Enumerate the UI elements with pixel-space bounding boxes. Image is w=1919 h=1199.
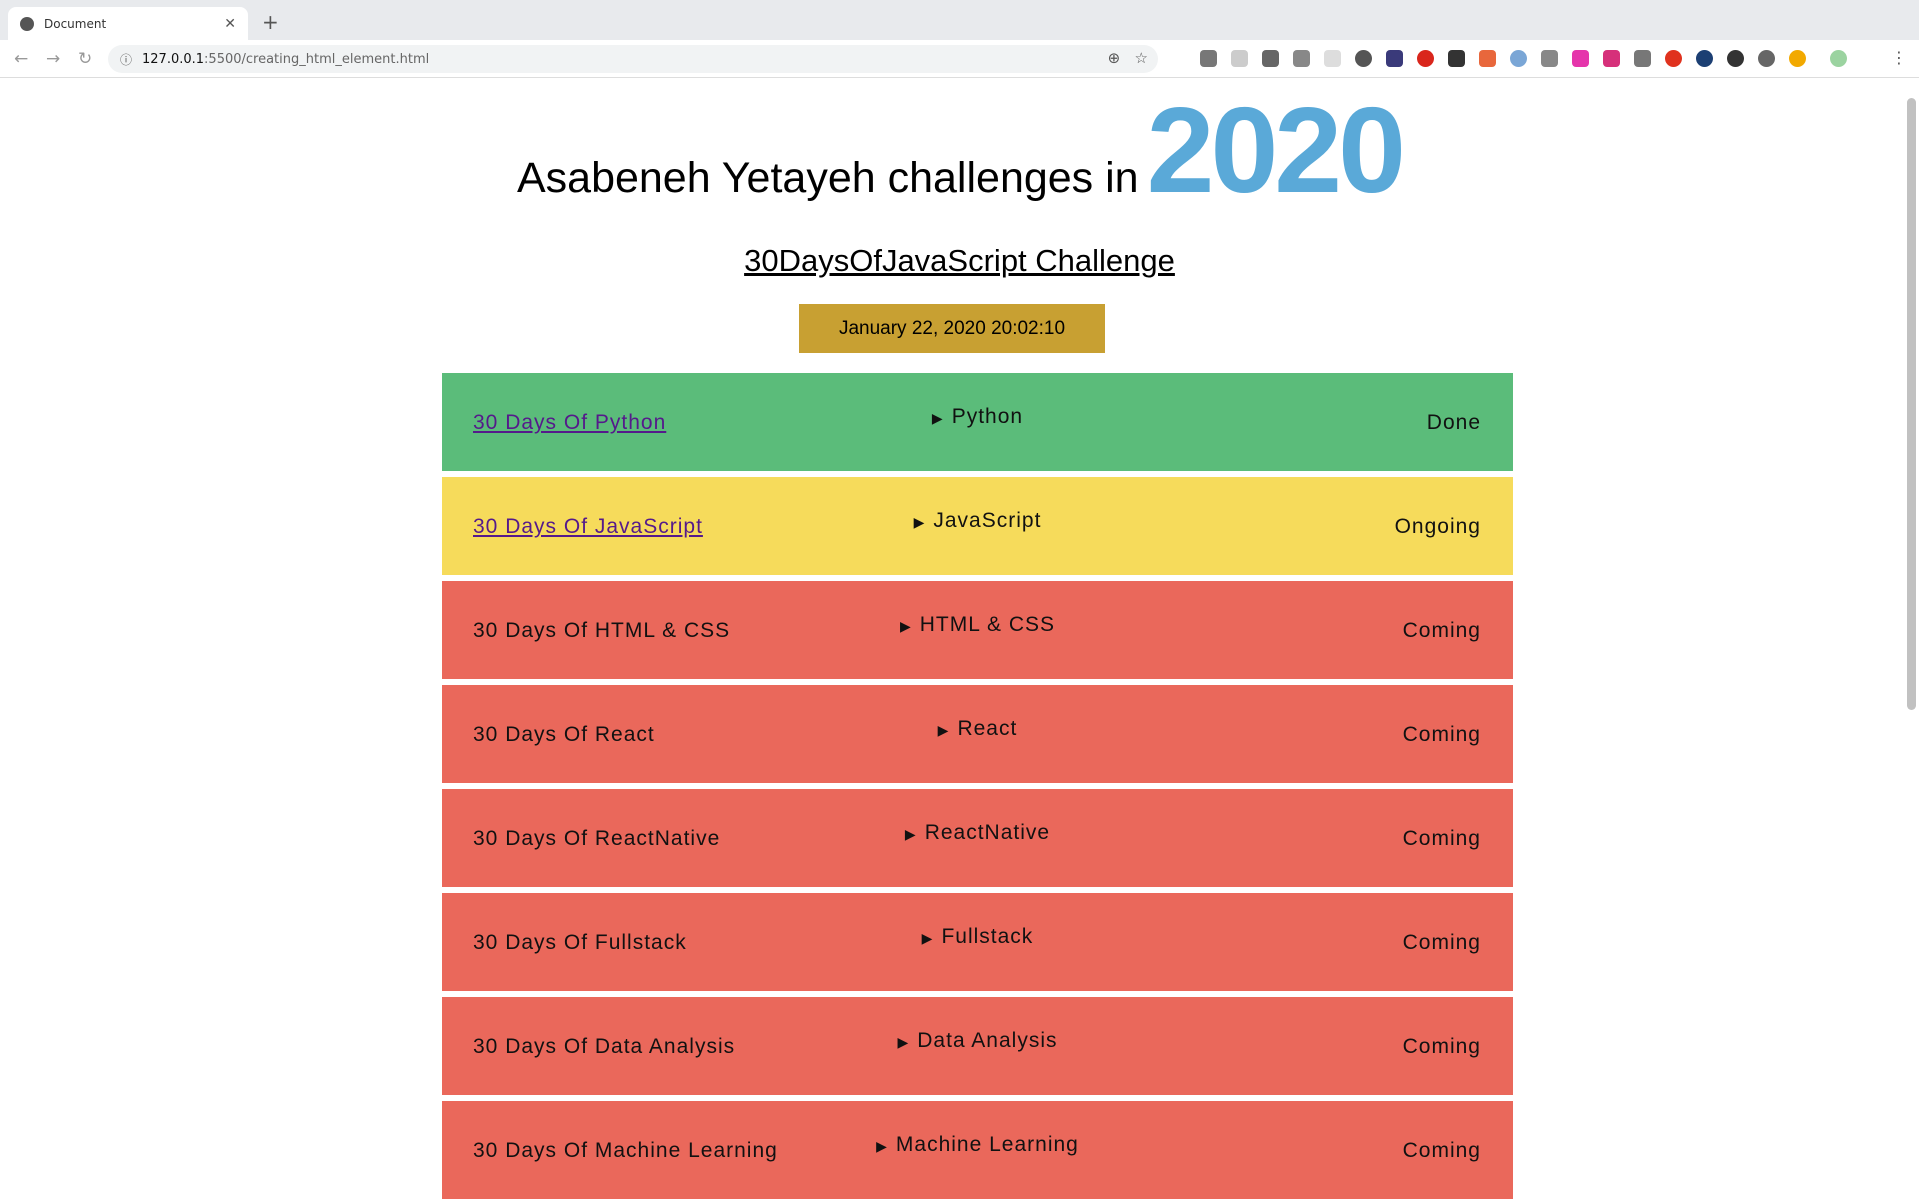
extension-icon[interactable] (1572, 50, 1589, 67)
extensions (1200, 50, 1847, 67)
extension-icon[interactable] (1448, 50, 1465, 67)
extension-icon[interactable] (1603, 50, 1620, 67)
tab-title: Document (44, 16, 107, 31)
topic-label: HTML & CSS (919, 613, 1056, 636)
challenge-name: 30 Days Of Fullstack (473, 931, 687, 954)
disclosure-triangle-icon: ▶ (913, 514, 926, 530)
status-label: Coming (1402, 723, 1481, 746)
status-label: Coming (1402, 619, 1481, 642)
challenge-row: 30 Days Of Data Analysis ▶ Data Analysis Co… (442, 997, 1513, 1095)
challenge-topic-toggle[interactable]: ▶ HTML & CSS (442, 613, 1513, 637)
challenge-topic-toggle[interactable]: ▶ Fullstack (442, 925, 1513, 949)
status-label: Ongoing (1394, 515, 1481, 538)
challenge-name: 30 Days Of Machine Learning (473, 1139, 778, 1162)
topic-label: ReactNative (924, 821, 1051, 844)
subtitle: 30DaysOfJavaScript Challenge (744, 243, 1175, 278)
browser-toolbar: ← → ↻ ⓘ 127.0.0.1:5500/creating_html_ele… (0, 40, 1919, 78)
globe-icon (20, 16, 34, 31)
bookmark-star-icon[interactable]: ☆ (1134, 49, 1148, 67)
title-text: Asabeneh Yetayeh challenges in (516, 154, 1139, 202)
challenge-row: 30 Days Of Machine Learning ▶ Machine Lear… (442, 1101, 1513, 1199)
topic-label: Python (951, 405, 1024, 428)
challenge-row: 30 Days Of React ▶ React Coming (442, 685, 1513, 783)
forward-icon[interactable]: → (46, 48, 61, 69)
topic-label: Data Analysis (917, 1029, 1058, 1052)
topic-label: Fullstack (941, 925, 1034, 948)
challenge-topic-toggle[interactable]: ▶ Machine Learning (442, 1133, 1513, 1157)
zoom-icon[interactable]: ⊕ (1107, 49, 1121, 67)
challenge-row: 30 Days Of ReactNative ▶ ReactNative Coming (442, 789, 1513, 887)
challenge-row: 30 Days Of JavaScript ▶ JavaScript Ongoing (442, 477, 1513, 575)
extension-icon[interactable] (1355, 50, 1372, 67)
challenge-name: 30 Days Of React (473, 723, 655, 746)
status-label: Coming (1402, 931, 1481, 954)
status-label: Coming (1402, 1035, 1481, 1058)
challenge-row: 30 Days Of HTML & CSS ▶ HTML & CSS Coming (442, 581, 1513, 679)
extension-icon[interactable] (1479, 50, 1496, 67)
disclosure-triangle-icon: ▶ (921, 930, 934, 946)
extension-icon[interactable] (1231, 50, 1248, 67)
disclosure-triangle-icon: ▶ (931, 410, 944, 426)
challenge-row: 30 Days Of Fullstack ▶ Fullstack Coming (442, 893, 1513, 991)
new-tab-button[interactable]: + (262, 10, 279, 34)
topic-label: React (957, 717, 1018, 740)
challenge-name: 30 Days Of Data Analysis (473, 1035, 736, 1058)
challenge-topic-toggle[interactable]: ▶ Data Analysis (442, 1029, 1513, 1053)
scrollbar[interactable] (1907, 98, 1916, 710)
challenge-topic-toggle[interactable]: ▶ React (442, 717, 1513, 741)
topic-label: Machine Learning (895, 1133, 1079, 1156)
close-tab-icon[interactable]: ✕ (224, 15, 236, 32)
status-label: Coming (1402, 827, 1481, 850)
extension-icon[interactable] (1541, 50, 1558, 67)
extension-icon[interactable] (1727, 50, 1744, 67)
challenge-name-link[interactable]: 30 Days Of Python (473, 411, 667, 434)
extension-icon[interactable] (1324, 50, 1341, 67)
extension-icon[interactable] (1696, 50, 1713, 67)
title-year: 2020 (1146, 82, 1406, 218)
tab-bar: Document ✕ + (0, 0, 1919, 40)
extension-icon[interactable] (1789, 50, 1806, 67)
extension-icon[interactable] (1386, 50, 1403, 67)
url-path: :5500/creating_html_element.html (204, 51, 430, 67)
topic-label: JavaScript (933, 509, 1042, 532)
date-badge: January 22, 2020 20:02:10 (799, 304, 1105, 353)
reload-icon[interactable]: ↻ (78, 48, 93, 69)
status-label: Done (1426, 411, 1481, 434)
challenge-name-link[interactable]: 30 Days Of JavaScript (473, 515, 703, 538)
disclosure-triangle-icon: ▶ (937, 722, 950, 738)
challenge-topic-toggle[interactable]: ▶ JavaScript (442, 509, 1513, 533)
extension-icon[interactable] (1665, 50, 1682, 67)
disclosure-triangle-icon: ▶ (904, 826, 917, 842)
status-label: Coming (1402, 1139, 1481, 1162)
disclosure-triangle-icon: ▶ (899, 618, 912, 634)
extension-icon[interactable] (1510, 50, 1527, 67)
extension-icon[interactable] (1758, 50, 1775, 67)
challenge-name: 30 Days Of HTML & CSS (473, 619, 731, 642)
profile-avatar[interactable] (1830, 50, 1847, 67)
url-host: 127.0.0.1 (142, 51, 205, 67)
back-icon[interactable]: ← (14, 48, 29, 69)
challenge-topic-toggle[interactable]: ▶ Python (442, 405, 1513, 429)
disclosure-triangle-icon: ▶ (876, 1138, 888, 1154)
extension-icon[interactable] (1634, 50, 1651, 67)
info-icon[interactable]: ⓘ (120, 52, 133, 67)
page-title: Asabeneh Yetayeh challenges in2020 (0, 80, 1919, 220)
address-bar[interactable]: ⓘ 127.0.0.1:5500/creating_html_element.h… (108, 45, 1158, 73)
extension-icon[interactable] (1293, 50, 1310, 67)
extension-icon[interactable] (1262, 50, 1279, 67)
challenge-name: 30 Days Of ReactNative (473, 827, 721, 850)
menu-icon[interactable]: ⋮ (1891, 48, 1907, 67)
browser-tab[interactable]: Document ✕ (8, 7, 248, 40)
extension-icon[interactable] (1417, 50, 1434, 67)
disclosure-triangle-icon: ▶ (897, 1034, 910, 1050)
extension-icon[interactable] (1200, 50, 1217, 67)
challenge-row: 30 Days Of Python ▶ Python Done (442, 373, 1513, 471)
challenge-topic-toggle[interactable]: ▶ ReactNative (442, 821, 1513, 845)
